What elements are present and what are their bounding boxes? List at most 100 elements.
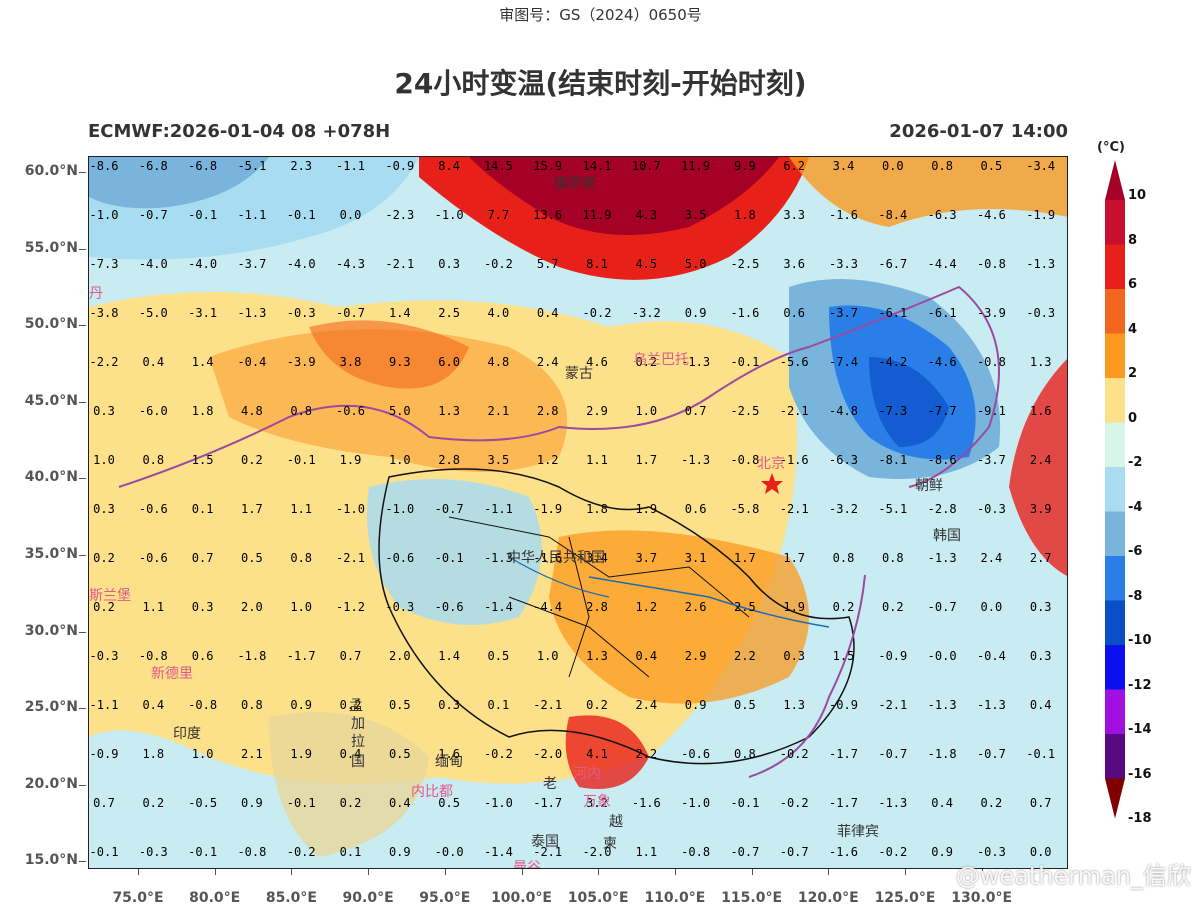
grid-value: 1.1 [142,600,165,614]
lon-tick [598,869,600,875]
grid-value: 2.2 [635,747,658,761]
grid-value: 0.1 [191,502,214,516]
grid-value: 2.0 [241,600,263,614]
grid-value: -3.1 [188,306,218,320]
grid-value: 0.5 [980,159,1003,173]
grid-value: -0.9 [829,698,858,712]
grid-value: -3.7 [829,306,858,320]
colorbar-segment [1105,289,1125,334]
grid-value: -1.4 [483,600,513,614]
model-run-label: ECMWF:2026-01-04 08 +078H [88,121,391,142]
lat-label: 40.0°N [24,469,78,486]
grid-value: 0.5 [734,698,756,712]
grid-value: -2.2 [89,355,119,369]
grid-value: -1.7 [533,796,563,810]
grid-value: 5.7 [536,257,559,271]
grid-value: 7.7 [487,208,510,222]
grid-value: -0.4 [237,355,267,369]
lat-label: 45.0°N [24,392,78,409]
place-label: 曼谷 [513,860,541,869]
grid-value: 1.7 [783,551,806,565]
grid-value: 0.3 [438,257,460,271]
grid-value: 0.2 [142,796,165,810]
grid-value: 0.3 [191,600,214,614]
lon-tick [828,869,830,875]
lat-label: 35.0°N [24,546,78,562]
grid-value: 0.0 [881,159,904,173]
colorbar-segment [1105,734,1125,779]
grid-value: 15.9 [533,159,563,173]
grid-value: 0.8 [734,747,756,761]
grid-value: 4.8 [241,404,263,418]
grid-value: 0.9 [684,698,707,712]
grid-value: -1.0 [336,502,365,516]
grid-value: -5.1 [878,502,908,516]
grid-value: -0.2 [483,257,513,271]
grid-value: 2.9 [684,649,707,663]
grid-value: 2.1 [487,404,510,418]
lon-label: 90.0°E [342,890,394,906]
grid-value: -6.3 [927,208,957,222]
grid-value: 2.3 [290,159,313,173]
grid-value: -1.6 [829,845,858,859]
grid-value: 10.7 [631,159,661,173]
place-label: 加 [351,716,365,732]
grid-value: -0.9 [89,747,119,761]
colorbar-label: -8 [1128,588,1143,604]
grid-value: 1.8 [142,747,165,761]
grid-value: -0.7 [779,845,809,859]
approval-number: 审图号：GS（2024）0650号 [499,6,702,24]
colorbar-label: 2 [1128,366,1138,381]
grid-value: 3.9 [1029,502,1052,516]
grid-value: -1.8 [237,649,267,663]
grid-value: 0.2 [881,600,904,614]
grid-value: -3.2 [631,306,661,320]
grid-value: -2.3 [385,208,415,222]
lat-tick [79,478,86,480]
grid-value: -1.7 [829,747,858,761]
lon-label: 85.0°E [265,890,317,906]
grid-value: 0.8 [881,551,904,565]
grid-value: 2.0 [388,649,411,663]
grid-value: 0.4 [142,355,165,369]
grid-value: 0.6 [783,306,806,320]
grid-value: -0.1 [188,845,218,859]
grid-value: 3.2 [586,796,608,810]
colorbar-label: -18 [1128,811,1152,826]
grid-value: -0.3 [286,306,316,320]
grid-value: -0.7 [927,600,957,614]
lon-tick [674,869,676,875]
grid-value: -6.1 [878,306,908,320]
grid-value: 11.9 [681,159,711,173]
grid-value: -4.0 [286,257,316,271]
lat-label: 60.0°N [24,163,78,179]
grid-value: 0.6 [684,502,707,516]
colorbar-label: -4 [1128,499,1143,515]
grid-value: 1.0 [93,453,115,467]
grid-value: 1.8 [191,404,214,418]
colorbar-label: -16 [1128,766,1152,782]
place-label: 新德里 [151,666,193,682]
lon-tick [521,869,523,875]
grid-value: 0.0 [1029,845,1052,859]
grid-value: -0.1 [286,453,316,467]
grid-value: -2.1 [336,551,365,565]
grid-value: -2.1 [878,698,908,712]
grid-value: 0.2 [832,600,855,614]
grid-value: 2.4 [536,355,559,369]
colorbar-label: 0 [1128,410,1138,426]
grid-value: -0.8 [976,355,1006,369]
grid-value: 0.8 [142,453,165,467]
grid-value: 3.5 [487,453,510,467]
grid-value: 1.7 [635,453,658,467]
grid-value: 0.4 [339,747,362,761]
grid-value: -0.0 [434,845,464,859]
grid-value: 1.2 [635,600,658,614]
grid-value: 2.6 [684,600,707,614]
grid-value: 0.0 [339,208,362,222]
grid-value: 1.9 [635,502,658,516]
temperature-field [89,157,1067,868]
colorbar-label: 8 [1128,232,1138,248]
colorbar-segment [1105,600,1125,645]
grid-value: -0.3 [976,502,1006,516]
